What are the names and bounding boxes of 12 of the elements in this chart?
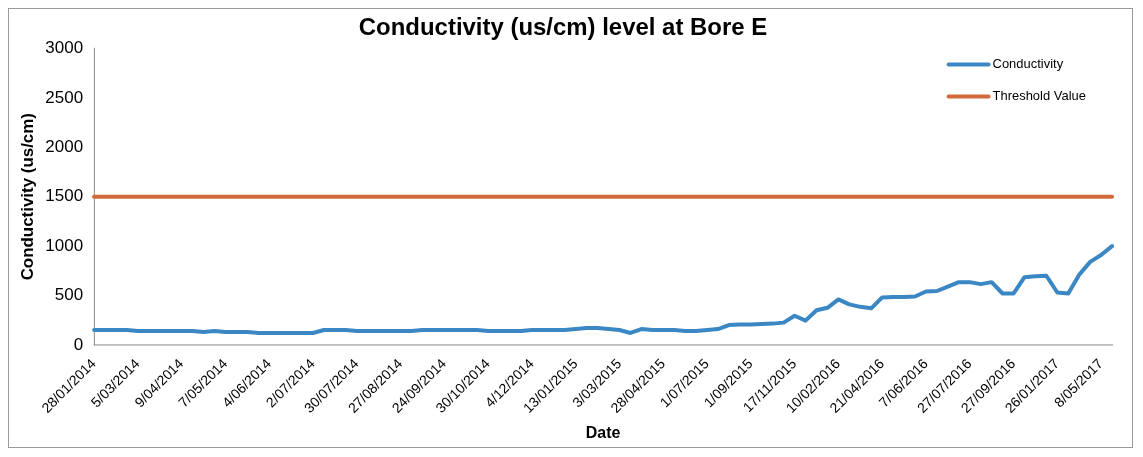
legend-label: Conductivity bbox=[992, 56, 1064, 72]
chart-title: Conductivity (us/cm) level at Bore E bbox=[358, 12, 768, 40]
x-axis-title: Date bbox=[585, 423, 621, 441]
y-tick-label: 2500 bbox=[45, 87, 84, 107]
y-tick-label: 2000 bbox=[45, 137, 84, 157]
y-tick-label: 0 bbox=[73, 334, 84, 354]
y-tick-label: 500 bbox=[54, 285, 84, 305]
y-tick-label: 3000 bbox=[45, 38, 84, 58]
y-tick-label: 1500 bbox=[45, 186, 84, 206]
y-tick-label: 1000 bbox=[45, 235, 84, 255]
legend-label: Threshold Value bbox=[992, 87, 1086, 103]
y-axis-title: Conductivity (us/cm) bbox=[17, 113, 37, 281]
